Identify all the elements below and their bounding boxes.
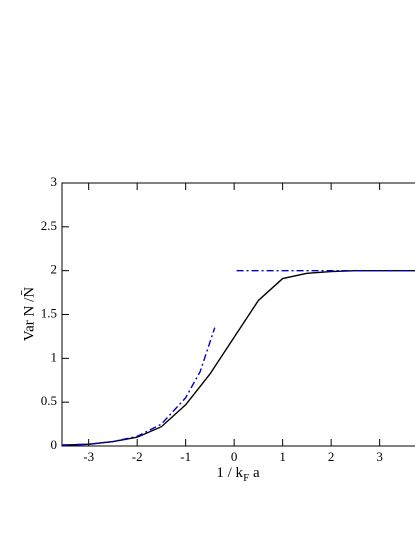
x-tick-label: -1 [180, 449, 191, 464]
x-label-part: 1 / k [216, 465, 243, 481]
y-tick-label: 2 [51, 262, 58, 277]
y-axis-label: Var N /N̄ [21, 287, 37, 341]
y-tick-label: 1.5 [41, 305, 57, 320]
x-label-part: a [249, 465, 260, 481]
y-tick-label: 3 [51, 174, 58, 189]
x-label-sub: F [243, 472, 249, 484]
y-tick-label: 2.5 [41, 218, 57, 233]
data-line [61, 269, 415, 446]
x-tick-label: -3 [83, 449, 94, 464]
x-tick-label: 2 [328, 449, 335, 464]
plot-frame [61, 182, 415, 447]
x-axis-label: 1 / kF a [216, 465, 260, 483]
x-tick-label: 0 [231, 449, 238, 464]
data-line [61, 327, 216, 446]
x-tick-label: -2 [132, 449, 143, 464]
y-tick-label: 1 [51, 349, 58, 364]
x-tick-label: 3 [376, 449, 383, 464]
y-tick-label: 0 [51, 437, 58, 452]
x-tick-label: 1 [279, 449, 286, 464]
y-tick-label: 0.5 [41, 393, 57, 408]
